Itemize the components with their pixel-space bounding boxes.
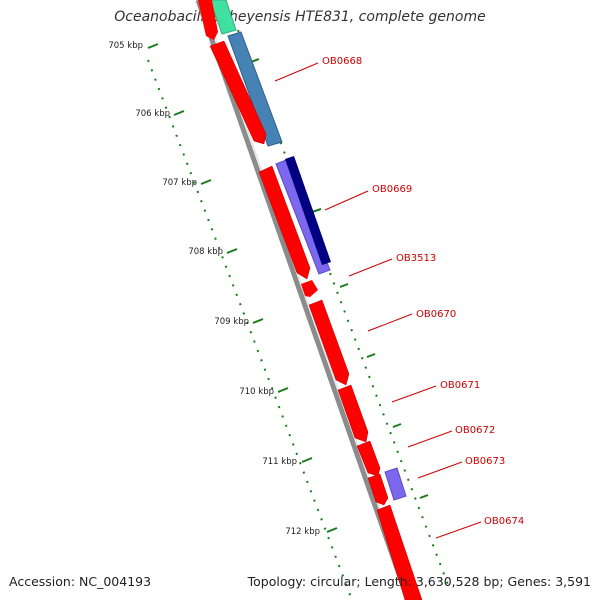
kbp-tick-label: 707 kbp	[162, 178, 197, 188]
kbp-tick-mark	[200, 179, 212, 185]
kbp-tick-mark	[326, 527, 338, 533]
cds-arrows	[198, 0, 423, 600]
genome-backbone	[195, 0, 411, 600]
cds-arrow[interactable]	[209, 40, 267, 145]
accession-text: Accession: NC_004193	[9, 574, 152, 589]
gene-label[interactable]: OB0669	[372, 184, 412, 195]
cds-arrow[interactable]	[258, 165, 311, 280]
kbp-tick-mark	[301, 457, 313, 463]
cds-arrow[interactable]	[308, 299, 350, 386]
cds-arrow[interactable]	[301, 280, 318, 297]
outer-major-ticks	[250, 58, 429, 499]
kbp-tick-mark	[277, 387, 289, 393]
kbp-tick-label: 705 kbp	[108, 41, 143, 51]
homology-feature-aqua	[209, 0, 237, 35]
kbp-tick-mark	[147, 43, 159, 49]
kbp-tick-label: 708 kbp	[188, 247, 223, 257]
kbp-tick-label: 711 kbp	[262, 457, 297, 467]
gene-label[interactable]: OB0670	[416, 309, 456, 320]
genome-summary-text: Topology: circular; Length: 3,630,528 bp…	[247, 574, 591, 589]
homology-feature-navy	[285, 156, 331, 265]
gene-label-leaders	[274, 62, 482, 539]
kbp-tick-mark	[173, 110, 185, 116]
kbp-tick-label: 712 kbp	[285, 527, 320, 537]
cds-arrow[interactable]	[337, 384, 369, 443]
gene-label[interactable]: OB0672	[455, 425, 495, 436]
gene-label[interactable]: OB0673	[465, 456, 505, 467]
cds-arrow[interactable]	[356, 440, 381, 477]
cds-arrow[interactable]	[376, 504, 423, 600]
gene-label[interactable]: OB3513	[396, 253, 436, 264]
cds-arrow[interactable]	[198, 0, 218, 40]
kbp-tick-label: 706 kbp	[135, 109, 170, 119]
cds-arrow[interactable]	[367, 473, 389, 506]
kbp-tick-mark	[226, 248, 238, 254]
inner-tick-ruler	[147, 59, 353, 600]
kbp-ticks: 705 kbp 706 kbp 707 kbp 708 kbp 709 kbp …	[108, 41, 338, 537]
gene-label[interactable]: OB0668	[322, 56, 362, 67]
gene-label[interactable]: OB0674	[484, 516, 524, 527]
kbp-tick-label: 709 kbp	[214, 317, 249, 327]
homology-feature-purple-small	[384, 467, 407, 501]
gene-labels: OB0668 OB0669 OB3513 OB0670 OB0671 OB067…	[322, 56, 524, 527]
kbp-tick-mark	[252, 318, 264, 324]
kbp-tick-label: 710 kbp	[239, 387, 274, 397]
gene-label[interactable]: OB0671	[440, 380, 480, 391]
homology-features	[209, 0, 407, 501]
